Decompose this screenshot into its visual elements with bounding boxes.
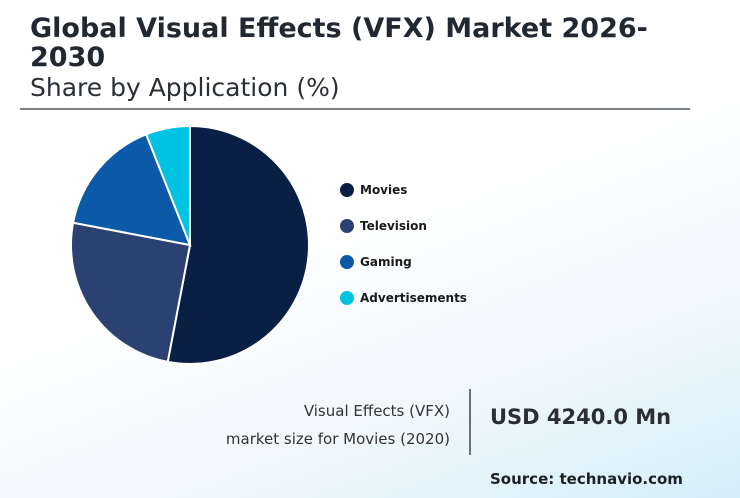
pie-slice-movies [166, 124, 310, 365]
market-size-caption: Visual Effects (VFX) market size for Mov… [226, 397, 450, 453]
legend-label-advertisements: Advertisements [360, 291, 467, 305]
legend-label-movies: Movies [360, 183, 408, 197]
legend-item-advertisements: Advertisements [340, 280, 467, 316]
market-size-value: USD 4240.0 Mn [490, 405, 672, 429]
chart-title: Global Visual Effects (VFX) Market 2026-… [30, 13, 648, 73]
pie-slice-television [70, 221, 192, 364]
caption-line-1: Visual Effects (VFX) [303, 402, 450, 420]
legend-label-gaming: Gaming [360, 255, 412, 269]
source-credit: Source: technavio.com [490, 470, 683, 488]
legend-swatch-advertisements [340, 291, 354, 305]
chart-subtitle: Share by Application (%) [30, 73, 340, 102]
pie-slice-advertisements [144, 124, 191, 246]
caption-divider [469, 389, 471, 455]
legend-swatch-movies [340, 183, 354, 197]
legend-label-television: Television [360, 219, 427, 233]
chart-legend: Movies Television Gaming Advertisements [340, 172, 467, 316]
header-divider [20, 108, 690, 110]
caption-line-2: market size for Movies (2020) [225, 430, 450, 448]
legend-swatch-television [340, 219, 354, 233]
legend-item-television: Television [340, 208, 467, 244]
legend-item-gaming: Gaming [340, 244, 467, 280]
pie-slice-gaming [71, 133, 192, 247]
legend-swatch-gaming [340, 255, 354, 269]
legend-item-movies: Movies [340, 172, 467, 208]
